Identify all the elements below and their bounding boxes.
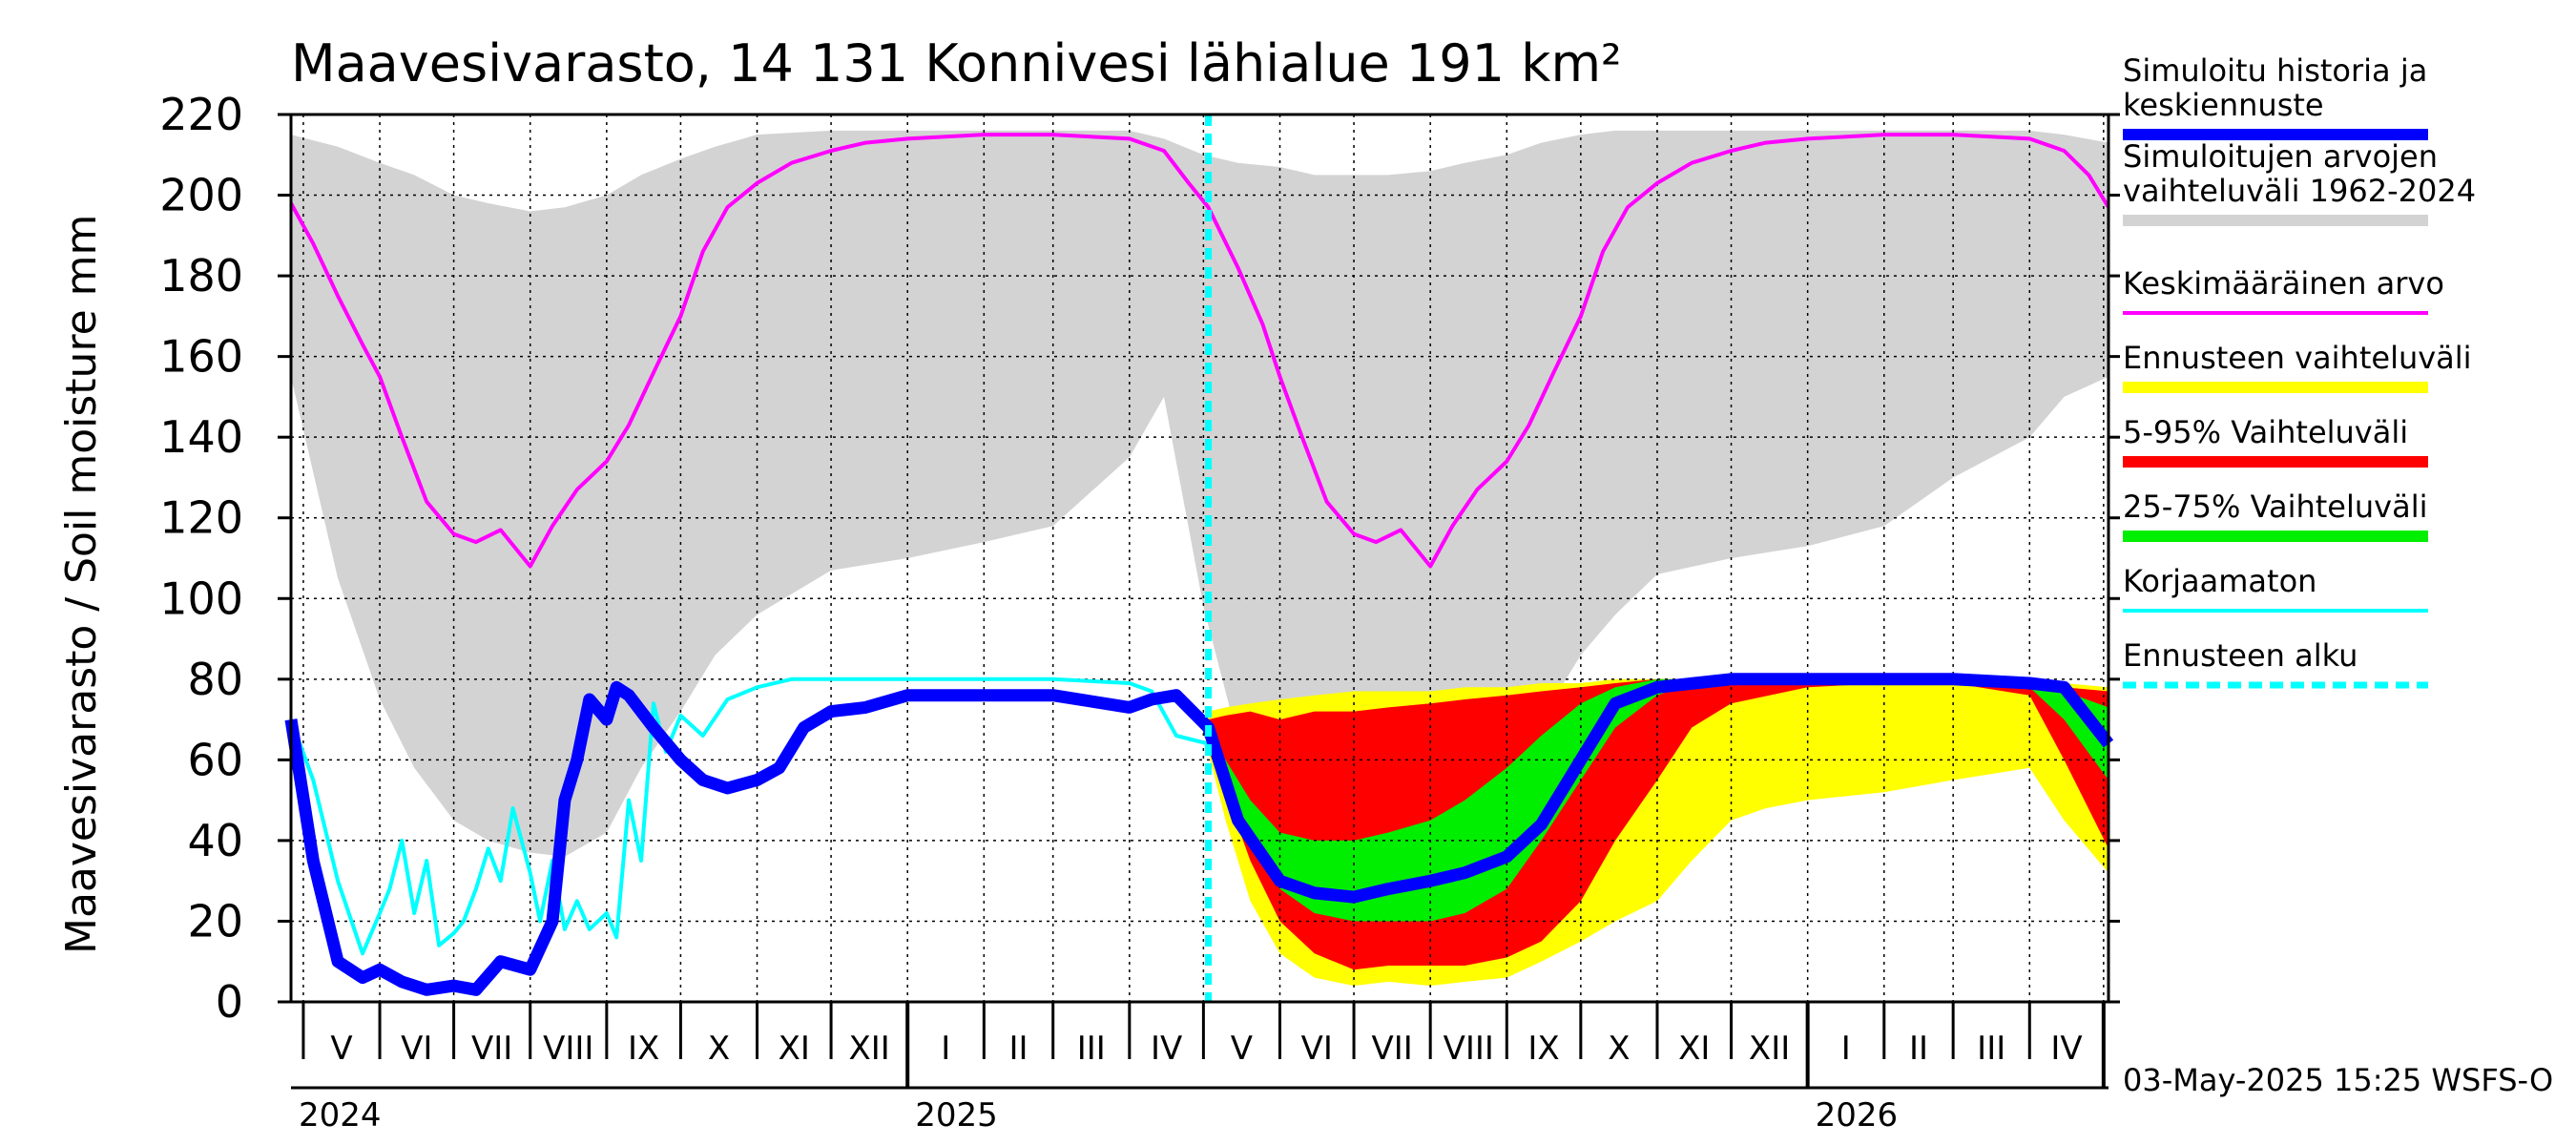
month-label-5: X (708, 1030, 730, 1068)
legend-label-0-0: Simuloitu historia ja (2123, 52, 2427, 89)
month-label-7: XII (848, 1030, 889, 1068)
series-line-2 (284, 673, 2114, 996)
legend-item-4: 5-95% Vaihteluväli (2123, 414, 2428, 468)
band-0 (291, 130, 2109, 857)
band-3 (1208, 678, 2109, 922)
plot-frame (289, 113, 2110, 1004)
year-label-1: 2025 (915, 1096, 998, 1135)
legend-label-4-0: 5-95% Vaihteluväli (2123, 414, 2408, 450)
legend-label-0-1: keskiennuste (2123, 87, 2324, 123)
legend-item-3: Ennusteen vaihteluväli (2123, 340, 2472, 393)
legend-label-7-0: Ennusteen alku (2123, 637, 2358, 674)
month-label-1: VI (401, 1030, 432, 1068)
legend-item-6: Korjaamaton (2123, 563, 2428, 613)
y-tick-label-4: 80 (187, 654, 243, 705)
legend-label-1-0: Simuloitujen arvojen (2123, 138, 2438, 175)
month-label-15: VIII (1444, 1030, 1494, 1068)
month-label-19: XII (1749, 1030, 1790, 1068)
month-label-3: VIII (543, 1030, 593, 1068)
month-label-0: V (330, 1030, 352, 1068)
month-label-16: IX (1527, 1030, 1559, 1068)
month-label-6: XI (779, 1030, 810, 1068)
legend-label-2-0: Keskimääräinen arvo (2123, 265, 2444, 302)
month-label-11: IV (1151, 1030, 1182, 1068)
legend-label-1-1: vaihteluväli 1962-2024 (2123, 173, 2476, 209)
legend: Simuloitu historia jakeskiennusteSimuloi… (2123, 52, 2476, 689)
legend-label-3-0: Ennusteen vaihteluväli (2123, 340, 2472, 376)
legend-item-7: Ennusteen alku (2123, 637, 2428, 689)
y-tick-label-3: 60 (187, 734, 243, 785)
month-label-12: V (1231, 1030, 1253, 1068)
month-label-22: III (1977, 1030, 2005, 1068)
series-line-1 (289, 677, 1209, 956)
footer-timestamp: 03-May-2025 15:25 WSFS-O (2123, 1062, 2553, 1098)
month-label-2: VII (471, 1030, 512, 1068)
month-label-20: I (1841, 1030, 1851, 1068)
month-label-17: X (1608, 1030, 1630, 1068)
month-label-21: II (1909, 1030, 1928, 1068)
y-tick-label-2: 40 (187, 815, 243, 866)
y-tick-label-10: 200 (159, 170, 243, 221)
y-tick-label-1: 20 (187, 895, 243, 947)
grid-layer (291, 114, 2109, 1002)
legend-label-6-0: Korjaamaton (2123, 563, 2316, 599)
month-label-14: VII (1371, 1030, 1412, 1068)
y-tick-label-9: 180 (159, 250, 243, 302)
y-axis-label: Maavesivarasto / Soil moisture mm (57, 215, 106, 954)
chart-title: Maavesivarasto, 14 131 Konnivesi lähialu… (291, 33, 1622, 94)
month-label-23: IV (2050, 1030, 2082, 1068)
y-tick-label-5: 100 (159, 572, 243, 624)
month-label-10: III (1077, 1030, 1106, 1068)
year-label-2: 2026 (1816, 1096, 1899, 1135)
y-tick-label-8: 160 (159, 331, 243, 383)
y-tick-label-0: 0 (216, 976, 243, 1028)
month-label-13: VI (1301, 1030, 1333, 1068)
series-line-0 (289, 133, 2110, 569)
y-tick-label-11: 220 (159, 89, 243, 140)
y-tick-label-7: 140 (159, 411, 243, 463)
legend-item-5: 25-75% Vaihteluväli (2123, 489, 2428, 542)
legend-label-5-0: 25-75% Vaihteluväli (2123, 489, 2427, 525)
lines-layer (284, 114, 2114, 1002)
y-tick-label-6: 120 (159, 492, 243, 544)
month-label-9: II (1008, 1030, 1028, 1068)
month-label-8: I (941, 1030, 950, 1068)
legend-item-2: Keskimääräinen arvo (2123, 265, 2444, 315)
month-label-18: XI (1678, 1030, 1710, 1068)
year-label-0: 2024 (299, 1096, 382, 1135)
month-label-4: IX (628, 1030, 659, 1068)
